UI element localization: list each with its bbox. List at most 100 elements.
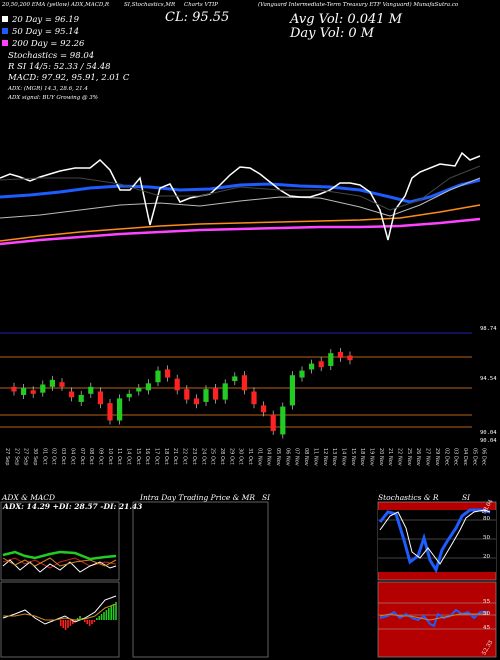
price-label-2: 94.54	[480, 376, 497, 382]
stoch-level-80-label: 80	[483, 516, 490, 522]
ma50-text: 50 Day = 95.14	[12, 27, 80, 37]
date-tick-label: 18 Oct	[163, 448, 169, 465]
ma100-line	[0, 204, 481, 242]
macd-bar	[62, 620, 64, 628]
date-tick-label: 13 Nov	[331, 448, 337, 466]
date-tick-label: 25 Oct	[210, 448, 216, 465]
date-tick-label: 30 Sep	[32, 448, 38, 465]
date-tick-label: 31 Oct	[247, 448, 253, 465]
macd-bar	[60, 620, 62, 626]
intraday-box	[132, 501, 269, 658]
adx-signal-text: ADX signal: BUY Growing @ 3%	[8, 95, 98, 101]
ma20-text: 20 Day = 96.19	[12, 15, 80, 25]
intraday-si-label: SI	[262, 493, 271, 502]
date-tick-label: 11 Nov	[312, 448, 318, 466]
date-tick-label: 06 Nov	[284, 448, 290, 466]
close-price-label: CL: 95.55	[165, 10, 230, 25]
date-tick-label: 16 Oct	[144, 448, 150, 465]
date-tick-label: 04 Dec	[462, 448, 468, 466]
macd-bar	[108, 608, 110, 620]
ma20-legend: 20 Day = 96.19	[2, 15, 79, 25]
candle-body	[69, 391, 75, 398]
price-label-1: 98.74	[480, 326, 497, 332]
candle-body	[49, 379, 55, 387]
date-tick-label: 27 Sep	[13, 448, 19, 465]
adx-green-line	[2, 550, 117, 561]
adx-orange-line	[2, 557, 117, 567]
macd-bar	[105, 610, 108, 620]
ma200-legend: 200 Day = 92.26	[2, 39, 84, 49]
date-tick-label: 12 Nov	[322, 448, 328, 466]
rsi-level-50-label: 50	[483, 611, 490, 617]
stoch-level-20-label: 20	[483, 554, 490, 560]
date-tick-label: 10 Oct	[107, 448, 113, 465]
date-tick-label: 21 Nov	[387, 448, 393, 466]
date-tick-label: 27 Sep	[4, 448, 10, 465]
date-tick-label: 17 Oct	[154, 448, 160, 465]
price-line	[0, 151, 481, 241]
date-tick-label: 18 Nov	[359, 448, 365, 466]
date-tick-label: 22 Oct	[182, 448, 188, 465]
candle-body	[251, 391, 257, 405]
candle-body	[261, 405, 267, 413]
stoch-level-50-label: 50	[483, 535, 490, 541]
candle-body	[145, 383, 151, 391]
macd-line	[2, 595, 117, 625]
date-tick-label: 25 Nov	[406, 448, 412, 466]
ma50-legend: 50 Day = 95.14	[2, 27, 79, 37]
date-tick-label: 01 Nov	[256, 448, 262, 466]
macd-bar	[100, 614, 103, 620]
date-tick-label: 28 Oct	[219, 448, 225, 465]
date-tick-label: 04 Oct	[69, 448, 75, 465]
price-chart	[0, 151, 481, 439]
date-tick-label: 23 Oct	[191, 448, 197, 465]
stoch-d-line	[379, 509, 491, 565]
date-tick-label: 24 Oct	[200, 448, 206, 465]
candle-body	[11, 386, 17, 392]
rsi-text: R SI 14/5: 52.33 / 54.48	[8, 62, 111, 72]
stoch-panel-title: Stochastics & R	[378, 493, 439, 502]
macd-bar	[112, 604, 115, 620]
candle-body	[174, 378, 180, 391]
macd-bar	[79, 616, 81, 620]
price-label-4: 90.04	[480, 438, 497, 444]
date-tick-label: 20 Nov	[378, 448, 384, 466]
macd-histogram	[60, 602, 117, 630]
macd-bar	[84, 620, 86, 622]
ma20-line	[0, 177, 481, 219]
candle-group	[11, 347, 353, 439]
candle-body	[222, 383, 228, 400]
candle-body	[40, 384, 46, 393]
candle-body	[193, 398, 199, 405]
candle-body	[88, 386, 94, 394]
candle-body	[203, 389, 209, 402]
rsi-line	[379, 608, 488, 628]
candle-body	[30, 390, 36, 394]
stoch-text: Stochastics = 98.04	[8, 51, 95, 61]
macd-bar	[103, 612, 105, 620]
date-tick-label: 01 Oct	[41, 448, 47, 465]
date-tick-label: 30 Oct	[238, 448, 244, 465]
macd-bar	[64, 620, 67, 630]
date-tick-label: 14 Oct	[126, 448, 132, 465]
header-chart-label: Charts VTIP	[184, 2, 218, 8]
candle-body	[97, 391, 103, 405]
candle-body	[232, 376, 238, 382]
date-tick-label: 08 Nov	[303, 448, 309, 466]
adx-text: ADX: (MGR) 14.3, 28.6, 21.4	[8, 86, 88, 92]
date-tick-label: 08 Oct	[88, 448, 94, 465]
adx-values: ADX: 14.29 +DI: 28.57 -DI: 21.43	[3, 502, 143, 511]
date-tick-label: 03 Oct	[60, 448, 66, 465]
date-axis: 27 Sep 27 Sep 27 Sep 30 Sep 01 Oct 02 Oct 03 O…	[4, 448, 487, 466]
macd-bar	[88, 620, 91, 626]
adx-panel-title: ADX & MACD	[2, 493, 56, 502]
header-line-mid: SI,Stochastics,MR	[124, 2, 176, 8]
header-line-right: (Vanguard Intermediate-Term Treasury ETF…	[258, 2, 458, 8]
date-tick-label: 14 Nov	[340, 448, 346, 466]
adx-white-line	[2, 559, 117, 573]
macd-bar	[76, 618, 79, 620]
adx-panel	[0, 501, 497, 658]
candle-body	[21, 388, 27, 395]
macd-signal-line	[3, 603, 117, 621]
date-tick-label: 21 Oct	[172, 448, 178, 465]
